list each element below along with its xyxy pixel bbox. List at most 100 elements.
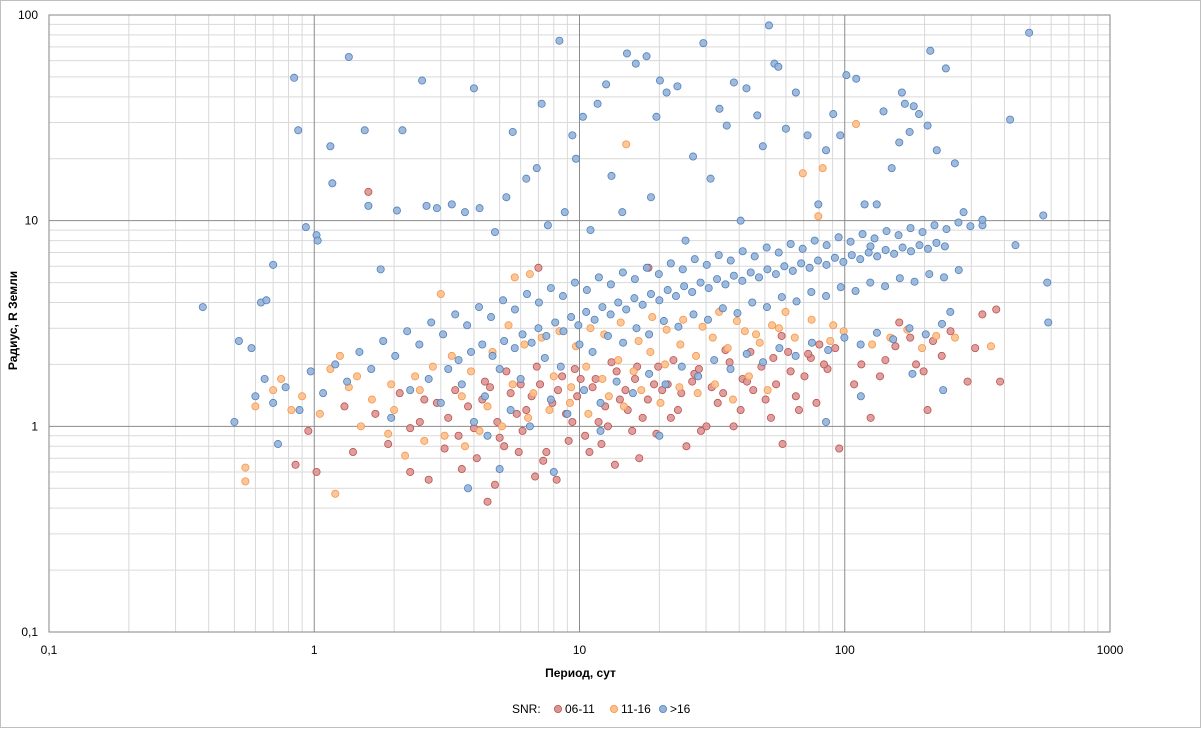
data-point (650, 380, 659, 389)
data-point (472, 454, 481, 463)
data-point (638, 300, 647, 309)
data-point (774, 248, 783, 257)
data-point (418, 76, 427, 85)
data-point (662, 325, 671, 334)
legend-marker (610, 705, 619, 714)
data-point (918, 228, 927, 237)
data-point (604, 392, 613, 401)
data-point (598, 374, 607, 383)
data-point (804, 349, 813, 358)
data-point (582, 307, 591, 316)
y-axis-title: Радиус, R Земли (6, 271, 20, 370)
data-point (367, 395, 376, 404)
data-point (406, 424, 415, 433)
data-point (312, 467, 321, 476)
data-point (702, 422, 711, 431)
data-point (424, 475, 433, 484)
data-point (618, 268, 627, 277)
data-point (524, 413, 533, 422)
data-point (655, 431, 664, 440)
data-point (718, 304, 727, 313)
data-point (364, 201, 373, 210)
data-point (905, 127, 914, 136)
data-point (706, 174, 715, 183)
data-point (826, 336, 835, 345)
data-point (671, 292, 680, 301)
data-point (645, 330, 654, 339)
data-point (646, 347, 655, 356)
data-point (814, 256, 823, 265)
data-point (689, 152, 698, 161)
data-point (858, 230, 867, 239)
data-point (726, 256, 735, 265)
data-point (744, 372, 753, 381)
data-point (495, 433, 504, 442)
data-point (986, 342, 995, 351)
data-point (301, 223, 310, 232)
data-point (764, 21, 773, 30)
data-point (688, 287, 697, 296)
data-point (406, 467, 415, 476)
data-point (791, 88, 800, 97)
data-point (273, 440, 282, 449)
data-point (675, 383, 684, 392)
data-point (546, 284, 555, 293)
data-point (444, 413, 453, 422)
data-point (518, 330, 527, 339)
data-point (630, 275, 639, 284)
data-point (478, 340, 487, 349)
data-point (900, 99, 909, 108)
data-point (788, 266, 797, 275)
data-point (648, 313, 657, 322)
data-point (522, 174, 531, 183)
data-point (340, 402, 349, 411)
data-point (642, 263, 651, 272)
data-point (762, 303, 771, 312)
data-point (746, 268, 755, 277)
data-point (384, 440, 393, 449)
data-point (584, 409, 593, 418)
data-point (621, 386, 630, 395)
data-point (919, 367, 928, 376)
data-point (954, 266, 963, 275)
data-point (328, 179, 337, 188)
data-point (262, 296, 271, 305)
data-point (331, 489, 340, 498)
data-point (860, 200, 869, 209)
data-point (873, 252, 882, 261)
data-point (622, 305, 631, 314)
data-point (768, 321, 777, 330)
data-point (475, 204, 484, 213)
data-point (367, 365, 376, 374)
data-point (678, 265, 687, 274)
data-point (379, 336, 388, 345)
data-point (774, 324, 783, 333)
data-point (593, 99, 602, 108)
data-point (306, 367, 315, 376)
data-point (490, 480, 499, 489)
data-point (294, 126, 303, 135)
data-point (923, 121, 932, 130)
data-point (926, 46, 935, 55)
data-point (424, 374, 433, 383)
data-point (488, 351, 497, 360)
data-point (654, 362, 663, 371)
data-point (829, 321, 838, 330)
data-point (614, 298, 623, 307)
data-point (694, 372, 703, 381)
data-point (925, 270, 934, 279)
data-point (715, 104, 724, 113)
data-point (447, 351, 456, 360)
data-point (963, 377, 972, 386)
data-point (996, 377, 1005, 386)
data-point (662, 88, 671, 97)
data-point (510, 344, 519, 353)
data-point (469, 84, 478, 93)
x-tick-label: 10 (573, 643, 587, 657)
data-point (387, 380, 396, 389)
data-point (908, 369, 917, 378)
data-point (910, 277, 919, 286)
data-point (889, 335, 898, 344)
data-point (475, 303, 484, 312)
data-point (784, 347, 793, 356)
